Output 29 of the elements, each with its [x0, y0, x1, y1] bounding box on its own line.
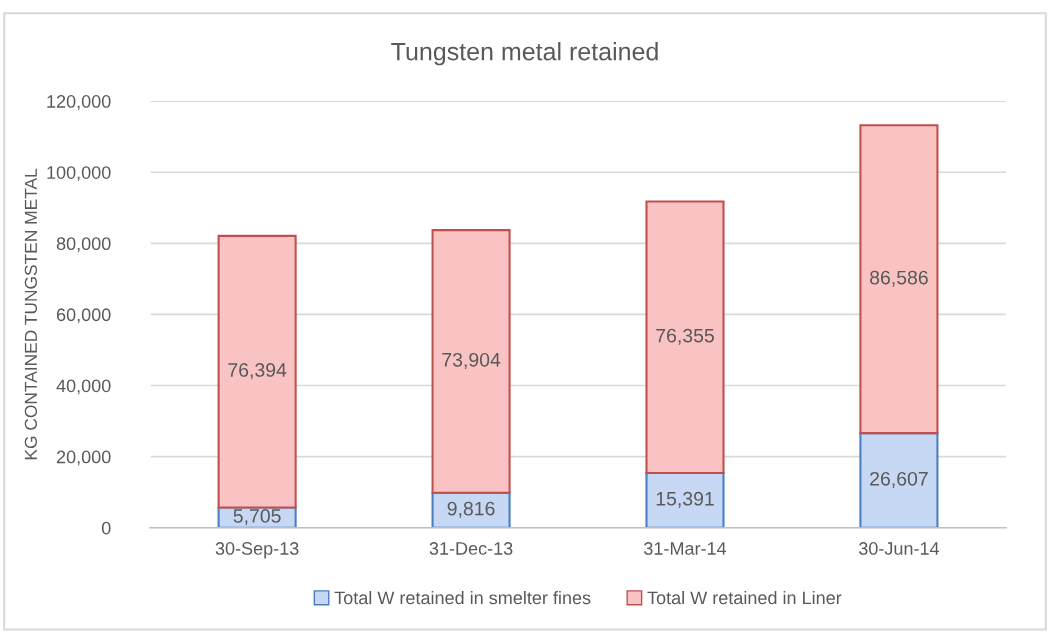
bar	[217, 234, 297, 509]
y-tick-label: 20,000	[56, 450, 111, 466]
y-tick-label: 60,000	[56, 308, 111, 324]
x-tick-label: 30-Jun-14	[858, 542, 940, 555]
bar	[859, 432, 939, 528]
y-tick-label: 100,000	[47, 166, 111, 182]
x-tick-label: 31-Mar-14	[644, 542, 727, 555]
y-tick-label: 120,000	[47, 95, 111, 110]
bar	[645, 471, 725, 528]
y-tick-label: 0	[101, 521, 111, 535]
y-tick-label: 40,000	[56, 379, 111, 395]
data-label: 15,391	[656, 491, 714, 508]
data-label: 86,586	[870, 270, 928, 287]
x-tick-label: 31-Dec-13	[429, 542, 513, 555]
legend-label: Total W retained in Liner	[647, 590, 842, 605]
legend-label: Total W retained in smelter fines	[334, 590, 591, 605]
y-tick-label: 80,000	[56, 237, 111, 253]
bar	[431, 229, 511, 494]
data-label: 76,394	[228, 363, 287, 380]
bar	[645, 200, 725, 475]
chart-title: Tungsten metal retained	[391, 42, 658, 66]
data-label: 9,816	[447, 501, 495, 518]
data-label: 73,904	[442, 352, 501, 369]
data-label: 76,355	[656, 328, 714, 345]
x-tick-label: 30-Sep-13	[215, 542, 299, 559]
data-label: 26,607	[870, 471, 928, 488]
bar	[859, 124, 939, 435]
y-axis-title: KG CONTAINED TUNGSTEN METAL	[24, 168, 38, 460]
data-label: 5,705	[233, 509, 281, 526]
